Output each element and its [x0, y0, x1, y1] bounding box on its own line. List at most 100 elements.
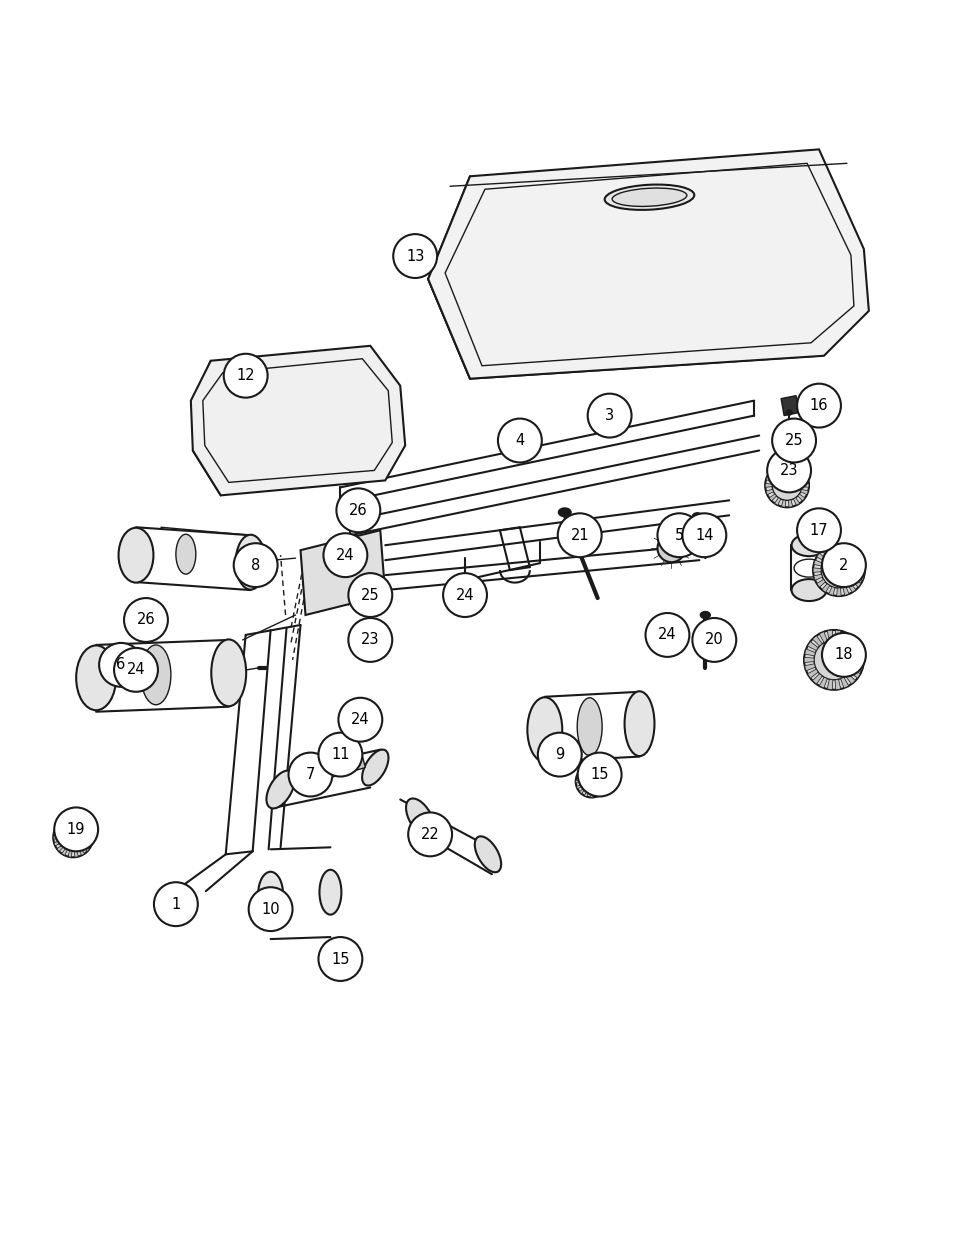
Circle shape — [454, 597, 470, 613]
Text: 19: 19 — [67, 821, 86, 837]
Text: 5: 5 — [674, 527, 683, 542]
Polygon shape — [349, 967, 355, 972]
Polygon shape — [844, 674, 855, 684]
Polygon shape — [793, 466, 799, 473]
Polygon shape — [347, 971, 353, 976]
Polygon shape — [797, 469, 804, 477]
Polygon shape — [856, 568, 863, 572]
Circle shape — [766, 448, 810, 493]
Polygon shape — [325, 747, 365, 778]
Circle shape — [821, 552, 856, 588]
Text: 7: 7 — [306, 767, 314, 782]
Circle shape — [645, 613, 689, 657]
Polygon shape — [800, 489, 807, 495]
Polygon shape — [768, 494, 776, 501]
Polygon shape — [333, 973, 337, 979]
Polygon shape — [819, 677, 826, 688]
Text: 2: 2 — [839, 558, 848, 573]
Circle shape — [131, 669, 137, 674]
Circle shape — [587, 778, 595, 785]
Circle shape — [357, 716, 373, 732]
Text: 26: 26 — [136, 613, 155, 627]
Ellipse shape — [624, 692, 654, 756]
Text: 23: 23 — [360, 632, 379, 647]
Circle shape — [781, 480, 791, 490]
Polygon shape — [774, 498, 780, 505]
Polygon shape — [842, 545, 848, 553]
Polygon shape — [325, 957, 332, 961]
Text: 26: 26 — [349, 503, 367, 517]
Polygon shape — [54, 829, 61, 834]
Text: 18: 18 — [834, 647, 852, 662]
Text: 10: 10 — [261, 902, 279, 916]
Polygon shape — [576, 774, 582, 778]
Ellipse shape — [141, 645, 171, 705]
Polygon shape — [836, 545, 841, 552]
Text: 21: 21 — [570, 527, 588, 542]
Circle shape — [558, 514, 601, 557]
Polygon shape — [576, 781, 581, 783]
Polygon shape — [853, 657, 862, 662]
Circle shape — [153, 882, 197, 926]
Polygon shape — [849, 669, 860, 678]
Polygon shape — [343, 973, 348, 979]
Ellipse shape — [577, 698, 601, 756]
Ellipse shape — [266, 771, 294, 809]
Circle shape — [337, 557, 353, 573]
Circle shape — [832, 564, 844, 576]
Polygon shape — [350, 962, 355, 966]
Polygon shape — [781, 500, 785, 508]
Circle shape — [318, 732, 362, 777]
Circle shape — [330, 953, 350, 974]
Polygon shape — [826, 679, 832, 689]
Polygon shape — [764, 483, 771, 488]
Circle shape — [352, 503, 358, 509]
Circle shape — [318, 937, 362, 981]
Circle shape — [771, 471, 801, 500]
Polygon shape — [576, 784, 582, 789]
Polygon shape — [62, 848, 68, 856]
Circle shape — [126, 664, 142, 679]
Circle shape — [657, 535, 684, 562]
Text: 20: 20 — [704, 632, 723, 647]
Polygon shape — [834, 630, 840, 641]
Polygon shape — [598, 769, 603, 776]
Text: 25: 25 — [784, 433, 802, 448]
Polygon shape — [349, 957, 355, 961]
Circle shape — [681, 514, 725, 557]
Polygon shape — [781, 463, 785, 471]
Polygon shape — [847, 584, 855, 593]
Text: 9: 9 — [555, 747, 564, 762]
Polygon shape — [328, 952, 334, 957]
Circle shape — [362, 721, 368, 727]
Text: 12: 12 — [236, 368, 254, 383]
Circle shape — [821, 634, 865, 677]
Text: 24: 24 — [127, 662, 145, 677]
Circle shape — [233, 543, 277, 587]
Polygon shape — [343, 948, 348, 955]
Polygon shape — [787, 463, 792, 471]
Ellipse shape — [235, 535, 265, 589]
Polygon shape — [774, 466, 780, 473]
Circle shape — [497, 419, 541, 462]
Polygon shape — [74, 818, 78, 825]
Polygon shape — [813, 559, 821, 566]
Polygon shape — [797, 494, 804, 501]
Text: 3: 3 — [604, 408, 614, 424]
Polygon shape — [85, 829, 92, 834]
Polygon shape — [325, 967, 332, 972]
Text: 22: 22 — [420, 827, 439, 842]
Polygon shape — [855, 559, 863, 566]
Circle shape — [393, 235, 436, 278]
Circle shape — [657, 514, 700, 557]
Polygon shape — [852, 648, 862, 656]
Circle shape — [60, 825, 86, 851]
Circle shape — [99, 643, 143, 687]
Polygon shape — [578, 788, 584, 794]
Circle shape — [581, 772, 601, 792]
Polygon shape — [85, 841, 92, 846]
Polygon shape — [855, 574, 863, 580]
Ellipse shape — [406, 799, 434, 836]
Polygon shape — [842, 587, 848, 595]
Circle shape — [825, 652, 841, 668]
